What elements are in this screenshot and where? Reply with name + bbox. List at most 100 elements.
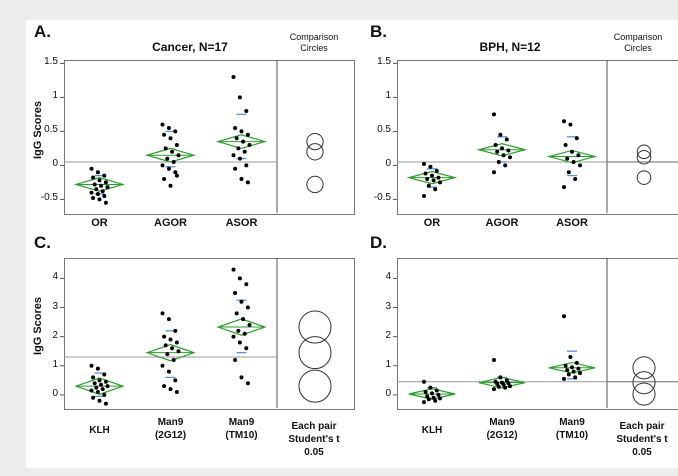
data-point: [426, 183, 431, 188]
data-point: [89, 388, 94, 393]
data-point: [163, 146, 168, 151]
data-point: [431, 178, 436, 183]
data-point: [100, 387, 105, 392]
data-point: [498, 375, 503, 380]
legend-note-line: Student's t: [616, 434, 668, 445]
legend-note-line: Each pair: [619, 421, 665, 432]
data-point: [244, 282, 249, 287]
data-point: [433, 398, 438, 403]
data-point: [231, 267, 236, 272]
data-point: [95, 191, 100, 196]
data-point: [91, 375, 96, 380]
chart-title: BPH, N=12: [479, 40, 541, 54]
data-point: [438, 180, 442, 185]
data-point: [89, 190, 94, 195]
data-point: [574, 360, 579, 365]
data-point: [565, 368, 570, 373]
data-point: [430, 173, 434, 178]
data-point: [166, 126, 171, 130]
data-point: [168, 387, 173, 392]
data-point: [578, 371, 582, 376]
data-point: [89, 166, 94, 171]
data-point: [237, 276, 242, 281]
data-point: [436, 175, 441, 180]
data-point: [166, 369, 171, 374]
comparison-circle: [636, 144, 652, 160]
data-point: [162, 132, 167, 137]
comparison-circle: [298, 310, 332, 344]
y-tick-label: 1: [52, 90, 58, 102]
data-point: [97, 178, 102, 183]
data-point: [492, 112, 496, 117]
data-point: [176, 349, 181, 354]
comparison-circle: [632, 382, 656, 406]
data-point: [570, 365, 574, 370]
x-tick-label-line: (TM10): [225, 430, 258, 441]
data-point: [503, 385, 508, 390]
data-point: [102, 194, 107, 198]
x-tick-label: Man9 (TM10): [202, 416, 282, 442]
panel-letter: B.: [370, 22, 387, 41]
data-point: [563, 143, 568, 147]
data-point: [244, 109, 249, 113]
data-point: [574, 136, 579, 141]
data-point: [173, 129, 178, 134]
data-point: [94, 187, 99, 192]
panel-a-frame: [64, 60, 355, 215]
y-tick-label: 3: [385, 300, 391, 312]
data-point: [565, 156, 570, 161]
data-point: [239, 177, 244, 181]
legend-note-line: Each pair: [291, 421, 337, 432]
data-point: [573, 375, 578, 380]
panel-letter: C.: [34, 233, 51, 252]
data-point: [95, 389, 100, 394]
panel-letter: D.: [370, 233, 387, 252]
data-point: [434, 168, 439, 173]
x-tick-label: OR: [423, 217, 441, 229]
data-point: [578, 163, 582, 168]
comparison-circle: [306, 175, 324, 194]
data-point: [426, 397, 431, 402]
data-point: [434, 388, 439, 393]
data-point: [492, 387, 496, 392]
y-tick-label: 1: [385, 90, 391, 102]
data-point: [422, 379, 426, 384]
data-point: [498, 132, 503, 137]
x-tick-label-line: KLH: [89, 425, 110, 436]
data-point: [160, 122, 165, 127]
data-point: [430, 391, 434, 396]
data-point: [99, 183, 104, 188]
data-point: [97, 398, 102, 403]
comparison-header: Comparison Circles: [289, 32, 339, 53]
data-point: [244, 346, 249, 351]
data-point: [500, 146, 504, 151]
data-point: [105, 185, 110, 190]
data-point: [171, 357, 176, 362]
data-point: [241, 139, 246, 144]
data-point: [492, 357, 496, 362]
x-tick-label-line: Man9: [559, 417, 585, 428]
data-point: [160, 363, 165, 368]
x-tick-label: OR: [91, 217, 108, 229]
data-point: [103, 401, 108, 406]
y-axis-label: IgG Scores: [32, 296, 44, 356]
data-point: [501, 382, 506, 387]
data-point: [237, 340, 242, 345]
x-tick-label-line: (TM10): [555, 430, 589, 441]
x-tick-label: KLH: [60, 424, 140, 437]
panel-letter: A.: [34, 22, 51, 41]
data-point: [428, 385, 433, 390]
y-tick-label: 3: [52, 300, 58, 312]
x-tick-label: ASOR: [225, 217, 258, 229]
data-point: [428, 164, 433, 169]
y-tick-label: 0.5: [44, 124, 58, 136]
comparison-circle: [632, 356, 656, 380]
data-point: [170, 346, 175, 351]
legend-note: Each pair Student's t 0.05: [604, 420, 678, 459]
y-tick-label: 0: [52, 387, 58, 399]
data-point: [495, 381, 500, 386]
data-point: [103, 180, 108, 185]
y-tick-label: 1: [52, 358, 58, 370]
data-point: [245, 180, 250, 185]
